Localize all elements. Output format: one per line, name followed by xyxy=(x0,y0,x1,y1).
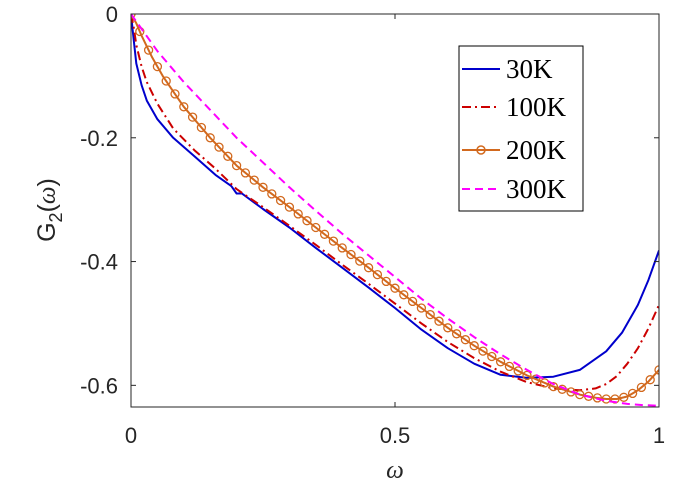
series-marker-200k xyxy=(636,382,647,393)
series-marker-200k xyxy=(267,189,277,199)
legend-entry-100k: 100K xyxy=(462,92,567,122)
series-marker-200k xyxy=(328,236,339,246)
axes-layer: 0 0.5 1 0 -0.2 -0.4 -0.6 xyxy=(80,2,665,448)
series-marker-200k xyxy=(645,375,655,385)
series-line-100k xyxy=(131,14,659,392)
series-marker-200k xyxy=(443,323,453,333)
series-marker-200k xyxy=(372,269,383,280)
series-marker-200k xyxy=(143,45,154,55)
series-marker-200k xyxy=(170,89,180,99)
series-marker-200k xyxy=(346,249,356,260)
series-marker-200k xyxy=(531,374,541,384)
series-marker-200k xyxy=(504,361,515,372)
x-tick-label: 0 xyxy=(125,423,137,448)
legend-marker-200k xyxy=(476,145,486,155)
series-marker-200k xyxy=(434,316,444,326)
y-tick-label: 0 xyxy=(106,2,118,27)
series-marker-200k xyxy=(522,370,532,381)
y-axis-label-paren-close: ) xyxy=(33,178,61,186)
series-marker-200k xyxy=(407,296,418,307)
series-marker-200k xyxy=(539,378,550,388)
y-axis-label: G2(ω) xyxy=(33,178,66,242)
legend-entry-200k: 200K xyxy=(462,135,567,165)
y-axis-label-main: G xyxy=(33,222,61,241)
series-marker-200k xyxy=(627,388,638,399)
y-tick-label: -0.6 xyxy=(80,373,118,398)
series-layer xyxy=(131,14,659,407)
y-axis-label-paren-open: ( xyxy=(33,203,61,212)
x-tick-label: 0.5 xyxy=(380,423,411,448)
series-marker-200k xyxy=(223,151,233,161)
legend-entry-300k: 300K xyxy=(462,174,567,204)
series-marker-200k xyxy=(293,209,303,219)
series-marker-200k xyxy=(161,76,171,86)
series-marker-200k xyxy=(619,392,629,402)
series-marker-200k xyxy=(205,133,215,143)
y-axis-label-var: ω xyxy=(34,186,61,204)
series-marker-200k xyxy=(240,168,251,178)
series-marker-200k xyxy=(592,393,603,403)
legend-box xyxy=(458,45,584,212)
series-marker-200k xyxy=(381,276,391,287)
series-marker-200k xyxy=(187,112,198,122)
series-line-30k xyxy=(131,14,659,379)
series-marker-200k xyxy=(275,195,286,206)
series-marker-200k xyxy=(152,61,163,72)
series-marker-200k xyxy=(196,122,207,133)
series-marker-200k xyxy=(258,182,268,192)
series-marker-200k xyxy=(513,366,523,376)
series-marker-200k xyxy=(214,142,224,152)
x-tick-label: 1 xyxy=(653,423,665,448)
series-marker-200k xyxy=(425,309,435,320)
series-marker-200k xyxy=(451,329,462,339)
series-marker-200k xyxy=(249,175,259,185)
series-line-300k xyxy=(131,14,659,407)
legend-entry-30k: 30K xyxy=(462,54,553,84)
series-marker-200k xyxy=(399,290,409,300)
series-marker-200k xyxy=(311,222,321,233)
legend-label-100k: 100K xyxy=(506,92,567,122)
series-marker-200k xyxy=(319,229,330,239)
y-tick-label: -0.4 xyxy=(80,250,118,275)
series-marker-200k xyxy=(487,351,497,362)
series-marker-200k xyxy=(390,283,400,293)
y-tick-label: -0.2 xyxy=(80,126,118,151)
y-axis-label-subscript: 2 xyxy=(46,212,66,222)
series-marker-200k xyxy=(284,202,295,212)
series-marker-200k xyxy=(575,389,585,400)
series-marker-200k xyxy=(416,303,427,313)
legend-label-300k: 300K xyxy=(506,174,567,204)
series-marker-200k xyxy=(231,160,242,171)
series-marker-200k xyxy=(363,263,374,273)
x-axis-label: ω xyxy=(386,457,404,484)
series-marker-200k xyxy=(478,346,488,356)
series-marker-200k xyxy=(179,102,189,112)
series-marker-200k xyxy=(548,381,559,392)
legend-label-200k: 200K xyxy=(506,135,567,165)
series-marker-200k xyxy=(495,357,506,367)
series-marker-200k xyxy=(654,365,659,375)
series-marker-200k xyxy=(302,216,312,226)
series-marker-200k xyxy=(460,335,471,345)
series-marker-200k xyxy=(355,256,365,266)
legend-label-30k: 30K xyxy=(506,54,553,84)
series-marker-200k xyxy=(337,243,347,253)
series-marker-200k xyxy=(469,341,479,351)
legend: 30K 100K 200K 300K xyxy=(458,45,584,212)
